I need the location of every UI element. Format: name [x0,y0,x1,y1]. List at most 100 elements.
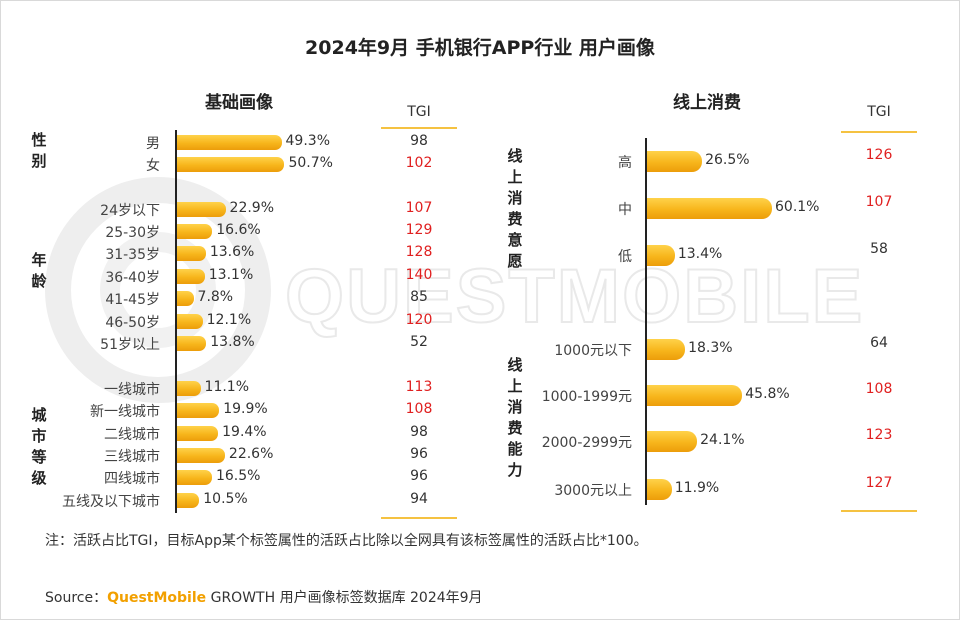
left-category-label: 31-35岁 [105,247,160,263]
left-bar [177,135,282,150]
right-value-label: 60.1% [775,199,820,215]
source-text: GROWTH 用户画像标签数据库 2024年9月 [206,590,483,606]
right-tgi-bottom-line [841,510,917,512]
left-tgi-value: 98 [410,133,428,149]
right-value-label: 18.3% [688,340,733,356]
left-tgi-value: 96 [410,468,428,484]
right-bar [647,151,703,172]
left-tgi-value: 107 [405,200,433,216]
left-bar [177,403,220,418]
right-category-label: 2000-2999元 [541,435,632,451]
left-group-label: 性别 [31,131,47,170]
source-brand: QuestMobile [107,590,207,606]
left-tgi-value: 128 [405,244,433,260]
right-category-label: 1000-1999元 [541,389,632,405]
left-bar [177,336,207,351]
right-tgi-top-line [841,131,917,133]
left-bar [177,291,194,306]
left-tgi-value: 98 [410,424,428,440]
left-value-label: 19.4% [222,424,267,440]
right-tgi-value: 108 [865,381,893,397]
left-category-label: 36-40岁 [105,270,160,286]
left-category-label: 25-30岁 [105,225,160,241]
right-category-label: 高 [618,155,632,171]
left-value-label: 10.5% [203,491,248,507]
right-value-label: 11.9% [674,480,720,496]
right-category-label: 1000元以下 [554,343,632,359]
left-value-label: 49.3% [285,133,330,149]
footnote: 注：活跃占比TGI，目标App某个标签属性的活跃占比除以全网具有该标签属性的活跃… [45,533,648,549]
left-group-label: 城市等级 [31,406,47,487]
left-bar [177,426,219,441]
left-tgi-value: 120 [405,312,433,328]
left-value-label: 22.9% [229,200,275,216]
left-value-label: 19.9% [223,401,268,417]
left-category-label: 51岁以上 [100,337,160,353]
left-category-label: 24岁以下 [100,203,160,219]
left-category-label: 46-50岁 [105,315,160,331]
left-bar [177,202,226,217]
left-axis [175,130,177,513]
left-value-label: 16.5% [215,468,261,484]
right-bar [647,385,743,406]
left-tgi-value: 140 [405,267,433,283]
right-category-label: 低 [618,249,632,265]
left-bar [177,448,225,463]
right-bar [647,339,686,360]
left-bar [177,493,200,508]
left-tgi-header: TGI [407,104,431,120]
right-value-label: 45.8% [745,386,790,402]
right-tgi-value: 126 [865,147,893,163]
left-tgi-value: 85 [410,289,428,305]
source-prefix: Source： [45,590,108,606]
right-tgi-value: 127 [865,475,893,491]
right-bar [647,479,672,500]
left-tgi-bottom-line [381,517,457,519]
left-tgi-value: 96 [410,446,428,462]
left-tgi-value: 102 [405,155,433,171]
left-tgi-value: 113 [405,379,433,395]
right-tgi-value: 123 [865,427,893,443]
left-category-label: 新一线城市 [90,404,160,420]
left-category-label: 五线及以下城市 [62,494,160,510]
right-tgi-value: 107 [865,194,893,210]
left-category-label: 男 [146,136,160,152]
right-category-label: 中 [618,202,632,218]
left-value-label: 13.1% [208,267,254,283]
left-value-label: 7.8% [197,289,234,305]
left-category-label: 四线城市 [104,471,160,487]
right-value-label: 13.4% [677,246,723,262]
left-group-label: 年龄 [31,251,47,290]
right-bar [647,245,675,266]
source-line: Source：QuestMobile GROWTH 用户画像标签数据库 2024… [45,587,483,607]
right-tgi-value: 64 [870,335,888,351]
left-value-label: 16.6% [216,222,261,238]
left-value-label: 13.6% [209,244,255,260]
page-title: 2024年9月 手机银行APP行业 用户画像 [305,37,655,59]
right-axis [645,138,647,505]
right-tgi-value: 58 [870,241,888,257]
right-category-label: 3000元以上 [554,483,632,499]
left-category-label: 三线城市 [104,449,160,465]
right-panel-title: 线上消费 [673,93,741,113]
right-group-label: 线上消费意愿 [507,147,523,270]
left-value-label: 50.7% [288,155,333,171]
left-bar [177,381,201,396]
right-bar [647,198,772,219]
left-tgi-value: 129 [405,222,433,238]
left-value-label: 11.1% [204,379,250,395]
right-bar [647,431,698,452]
right-value-label: 26.5% [705,152,750,168]
left-bar [177,224,213,239]
left-bar [177,470,212,485]
left-tgi-value: 108 [405,401,433,417]
right-tgi-header: TGI [867,104,891,120]
left-bar [177,269,205,284]
left-tgi-top-line [381,127,457,129]
left-category-label: 41-45岁 [105,292,160,308]
left-category-label: 女 [146,158,160,174]
left-bar [177,246,206,261]
right-value-label: 24.1% [700,432,745,448]
left-category-label: 一线城市 [104,382,160,398]
